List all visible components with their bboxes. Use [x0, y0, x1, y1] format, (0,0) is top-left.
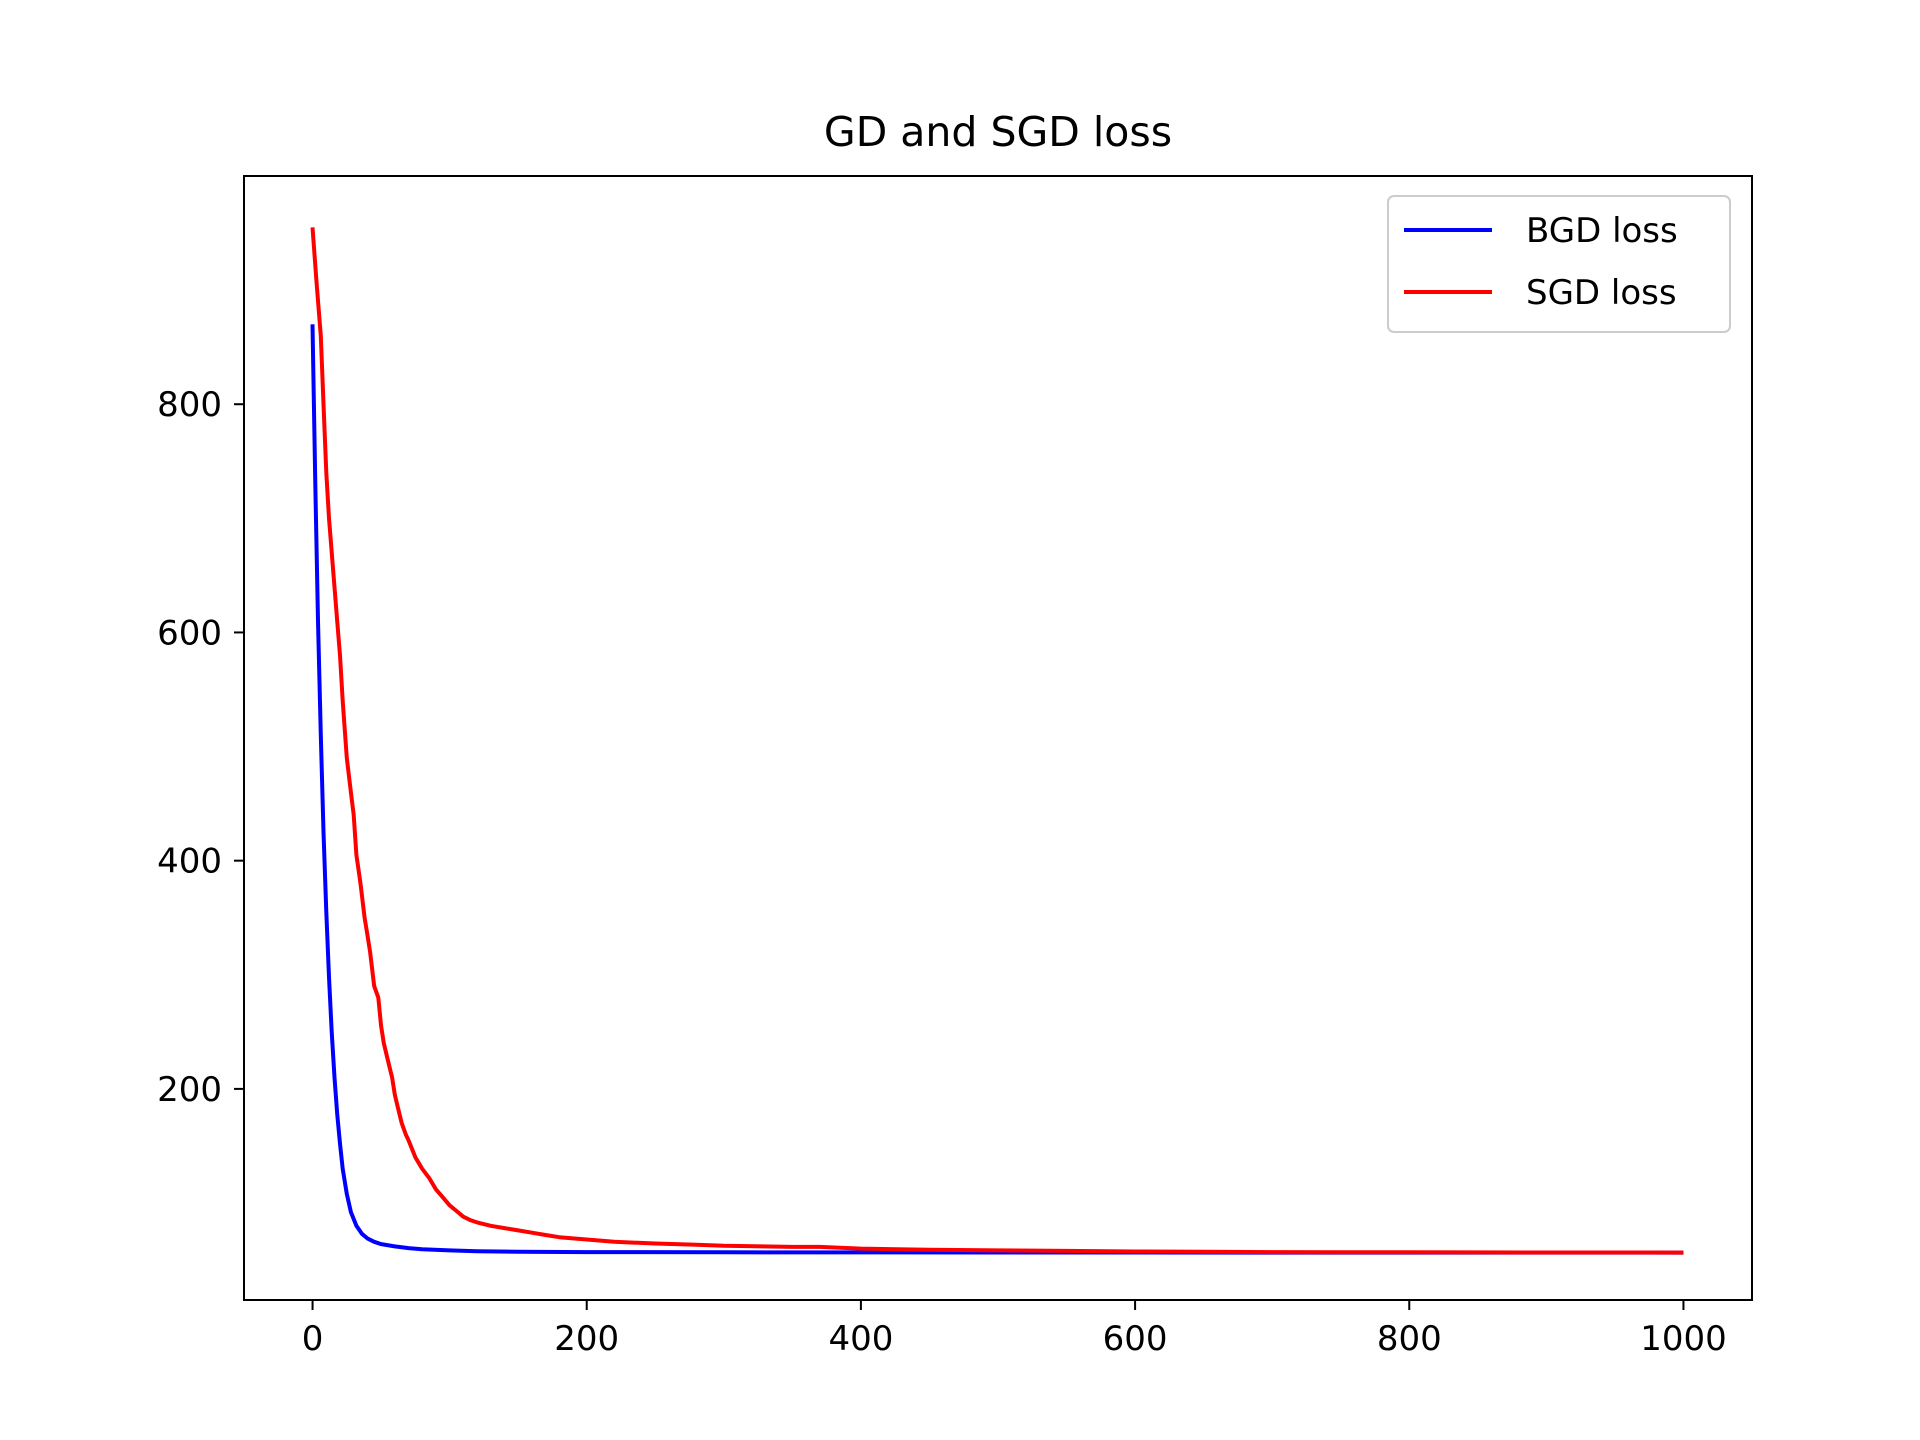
x-tick-label: 0 — [302, 1319, 324, 1359]
x-tick-label: 400 — [828, 1319, 893, 1359]
y-tick-label: 200 — [157, 1070, 222, 1110]
y-tick-label: 800 — [157, 385, 222, 425]
legend-label: SGD loss — [1526, 273, 1677, 313]
x-tick-label: 1000 — [1640, 1319, 1727, 1359]
y-tick-label: 600 — [157, 613, 222, 653]
y-tick-label: 400 — [157, 842, 222, 882]
x-tick-label: 800 — [1377, 1319, 1442, 1359]
series-line-bgd-loss — [310, 324, 1684, 1255]
x-tick-label: 200 — [554, 1319, 619, 1359]
chart-title: GD and SGD loss — [824, 108, 1172, 156]
x-tick-label: 600 — [1103, 1319, 1168, 1359]
legend-label: BGD loss — [1526, 211, 1678, 251]
plot-frame — [243, 175, 1753, 1301]
series-line-sgd-loss — [310, 227, 1684, 1255]
plot-area: 0 200 400 600 800 1000 200 400 600 800 BGD loss SGD… — [157, 175, 1753, 1359]
